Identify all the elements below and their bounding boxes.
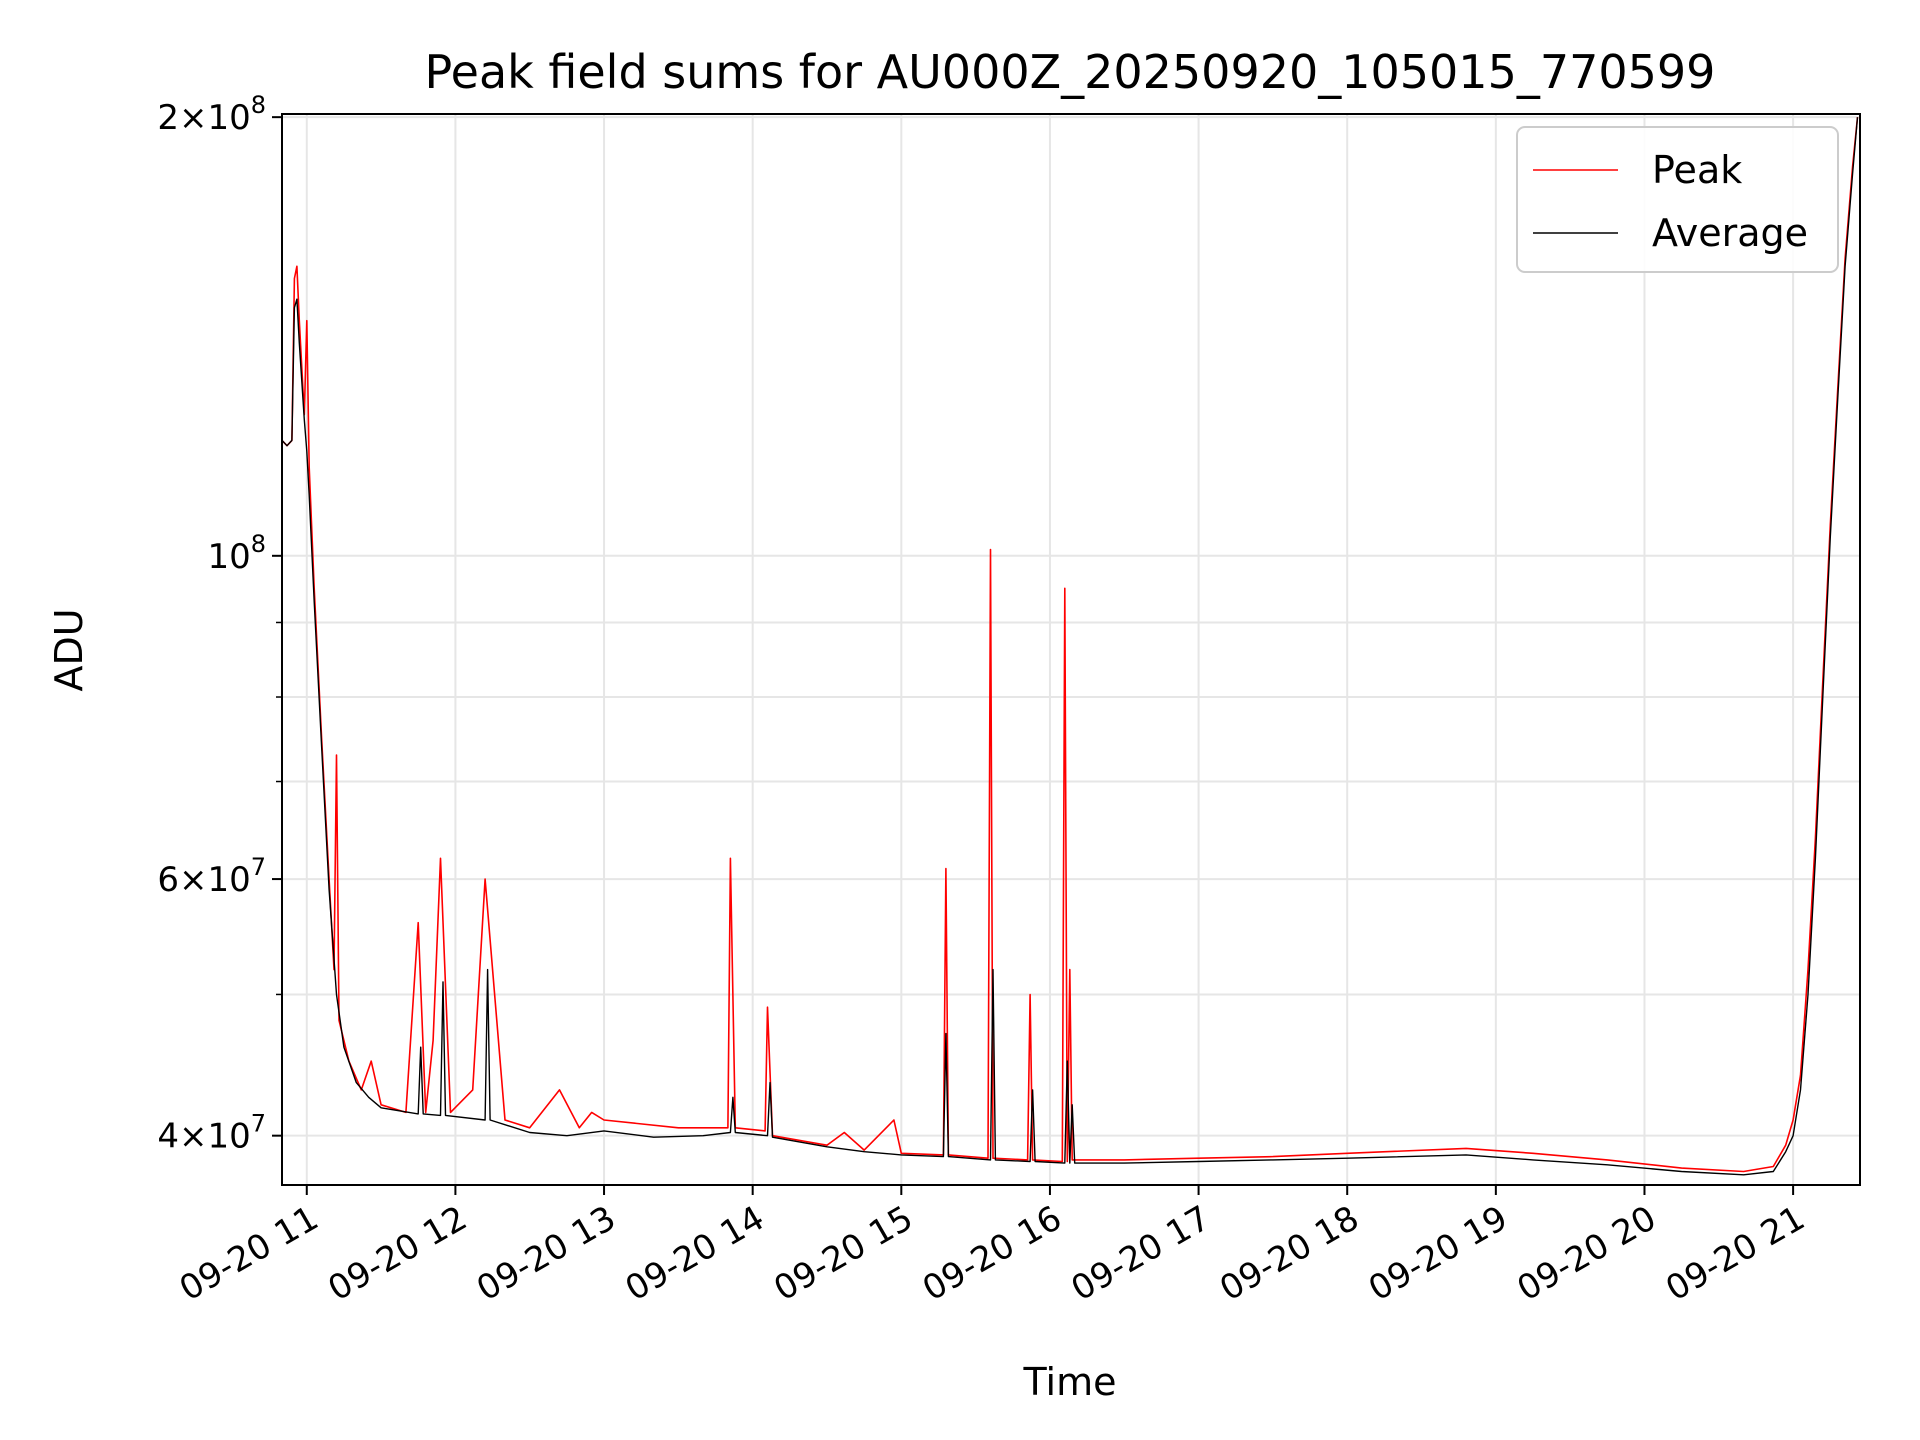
series-line-average — [281, 117, 1859, 1176]
y-axis-label: ADU — [47, 608, 91, 691]
x-axis-label: Time — [1023, 1360, 1117, 1404]
y-axis-ticks: 4×107 6×107 108 2×108 — [157, 91, 282, 1157]
legend-label-peak: Peak — [1652, 148, 1742, 192]
y-tick-label: 108 — [207, 530, 266, 577]
legend-box — [1516, 126, 1839, 273]
y-tick-label: 6×107 — [157, 853, 266, 900]
grid-lines — [282, 114, 1860, 1185]
y-tick-label: 4×107 — [157, 1110, 266, 1157]
series-lines — [281, 117, 1859, 1176]
plot-frame — [281, 113, 1861, 1186]
legend: Peak Average — [1516, 126, 1839, 273]
series-line-peak — [281, 117, 1859, 1173]
chart-title: Peak field sums for AU000Z_20250920_1050… — [425, 45, 1716, 99]
legend-label-average: Average — [1652, 211, 1808, 255]
y-tick-label: 2×108 — [157, 91, 266, 138]
